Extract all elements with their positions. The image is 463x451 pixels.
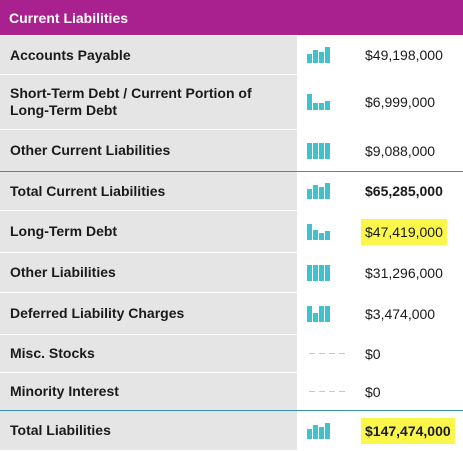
sparkline-bar [307,428,312,439]
table-row: Minority Interest $0 [0,372,463,410]
sparkline-bar [319,305,324,322]
sparkline-chart[interactable] [297,293,360,334]
sparkline-bar [307,223,312,240]
sparkline-bar [325,264,330,281]
sparkline-chart[interactable] [297,411,360,450]
table-row: Other Liabilities $31,296,000 [0,252,463,292]
row-label: Deferred Liability Charges [0,293,297,334]
row-value-cell: $147,474,000 [360,411,463,450]
sparkline-chart[interactable] [297,75,360,129]
section-header: Current Liabilities [0,0,463,35]
sparkline-bar [307,189,312,199]
sparkline-bar [307,142,312,159]
row-value: $49,198,000 [365,47,443,63]
sparkline-bar [313,312,318,322]
row-label: Total Liabilities [0,411,297,450]
row-value-cell: $6,999,000 [360,75,463,129]
sparkline-bar [319,232,324,240]
empty-sparkline-dash [339,391,345,392]
sparkline-bar [313,50,318,63]
sparkline-bar [313,142,318,159]
sparkline-chart[interactable] [297,253,360,292]
sparkline-bar [325,183,330,199]
row-label: Other Current Liabilities [0,130,297,171]
table-row: Other Current Liabilities $9,088,000 [0,129,463,171]
empty-sparkline-dash [329,353,335,354]
sparkline-chart[interactable] [297,373,360,410]
section-title: Current Liabilities [9,9,129,26]
row-value: $3,474,000 [365,305,436,322]
sparkline-chart[interactable] [297,130,360,171]
row-label: Short-Term Debt / Current Portion of Lon… [0,75,297,129]
row-value: $0 [365,383,381,400]
sparkline-bar [325,47,330,63]
sparkline-bar [307,94,312,110]
sparkline-chart[interactable] [297,335,360,372]
table-row: Accounts Payable $49,198,000 [0,35,463,74]
table-row: Misc. Stocks $0 [0,334,463,372]
empty-sparkline-dash [309,353,315,354]
sparkline-bar [307,305,312,322]
table-row: Total Current Liabilities $65,285,000 [0,171,463,210]
row-label: Long-Term Debt [0,211,297,252]
row-label: Minority Interest [0,373,297,410]
sparkline-bar [307,54,312,63]
sparkline-bar [313,229,318,240]
table-row: Short-Term Debt / Current Portion of Lon… [0,74,463,129]
sparkline-bar [313,185,318,199]
sparkline-bar [319,142,324,159]
sparkline-chart[interactable] [297,36,360,74]
empty-sparkline-dash [339,353,345,354]
liabilities-table: Accounts Payable $49,198,000 Short-Term De… [0,35,463,450]
table-row: Total Liabilities $147,474,000 [0,410,463,450]
row-value: $0 [365,345,381,362]
sparkline-bar [325,101,330,110]
row-value-cell: $65,285,000 [360,172,463,210]
row-value-cell: $0 [360,373,463,410]
row-value-cell: $47,419,000 [360,211,463,252]
row-value-cell: $49,198,000 [360,36,463,74]
sparkline-bar [307,264,312,281]
sparkline-bar [319,52,324,63]
row-value-cell: $0 [360,335,463,372]
sparkline-bar [313,264,318,281]
sparkline-chart[interactable] [297,172,360,210]
sparkline-bar [325,142,330,159]
row-value-cell: $31,296,000 [360,253,463,292]
empty-sparkline-dash [329,391,335,392]
sparkline-bar [313,424,318,439]
row-value: $31,296,000 [365,264,443,281]
sparkline-bar [319,426,324,439]
row-value: $9,088,000 [365,142,436,159]
table-row: Long-Term Debt $47,419,000 [0,210,463,252]
row-label: Other Liabilities [0,253,297,292]
row-label: Misc. Stocks [0,335,297,372]
row-value-cell: $3,474,000 [360,293,463,334]
empty-sparkline-dash [309,391,315,392]
sparkline-bar [325,230,330,240]
empty-sparkline-dash [319,391,325,392]
row-value: $65,285,000 [365,183,443,199]
row-value: $47,419,000 [361,218,447,245]
sparkline-chart[interactable] [297,211,360,252]
sparkline-bar [319,103,324,110]
row-label: Total Current Liabilities [0,172,297,210]
empty-sparkline-dash [319,353,325,354]
row-value: $147,474,000 [361,417,455,444]
row-value-cell: $9,088,000 [360,130,463,171]
table-row: Deferred Liability Charges $3,474,000 [0,292,463,334]
sparkline-bar [319,187,324,199]
sparkline-bar [325,305,330,322]
sparkline-bar [319,264,324,281]
row-label: Accounts Payable [0,36,297,74]
row-value: $6,999,000 [365,94,436,110]
sparkline-bar [313,103,318,110]
sparkline-bar [325,422,330,439]
